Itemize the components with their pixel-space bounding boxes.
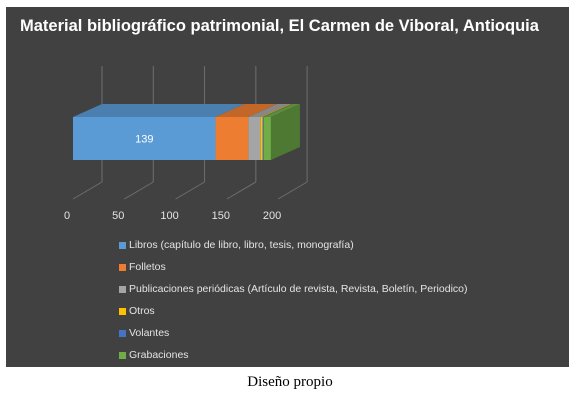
chart-title: Material bibliográfico patrimonial, El C… (20, 17, 539, 35)
bar-segment-top (73, 104, 245, 117)
floor-gridline (226, 181, 257, 200)
bar-segment-top (215, 104, 278, 117)
bar-segment-top (262, 104, 293, 117)
legend-swatch (119, 351, 126, 359)
legend-item: Otros (119, 300, 468, 322)
floor-gridline (124, 181, 154, 200)
bar-segment-top (263, 104, 300, 117)
legend-label: Folletos (129, 261, 166, 273)
legend-label: Otros (129, 305, 155, 317)
bar-segment (260, 117, 263, 160)
legend-item: Volantes (119, 322, 468, 344)
legend-item: Libros (capítulo de libro, libro, tesis,… (119, 234, 468, 256)
legend-label: Libros (capítulo de libro, libro, tesis,… (129, 239, 354, 251)
bar-segment (262, 117, 264, 160)
data-label: 139 (135, 134, 153, 146)
legend-item: Grabaciones (119, 344, 468, 366)
legend-swatch (119, 307, 126, 315)
x-tick-label: 150 (212, 210, 230, 222)
chart-panel: 0 50 100 150 200 139 Material bibliográfico p… (6, 7, 569, 367)
bar-segment-top (260, 104, 292, 117)
legend-label: Grabaciones (129, 349, 189, 361)
bar-segment (248, 117, 261, 160)
x-tick-label: 0 (64, 210, 70, 222)
bar-segment (263, 117, 271, 160)
bar-segment (215, 117, 249, 160)
x-tick-label: 50 (112, 210, 124, 222)
chart-plot: 0 50 100 150 200 139 (64, 66, 308, 222)
legend-item: Publicaciones periódicas (Artículo de re… (119, 278, 468, 300)
chart-legend: Libros (capítulo de libro, libro, tesis,… (119, 234, 468, 366)
legend-swatch (119, 263, 126, 271)
legend-swatch (119, 285, 126, 293)
floor-gridline (72, 181, 103, 200)
floor-gridline (277, 181, 308, 200)
floor-gridline (175, 181, 205, 200)
figure-caption: Diseño propio (247, 374, 333, 390)
legend-label: Volantes (129, 327, 170, 339)
bar-segment-top (248, 104, 290, 117)
bar-segment-side (270, 104, 300, 160)
legend-swatch (119, 241, 126, 249)
legend-swatch (119, 329, 126, 337)
bar-segment (73, 117, 216, 160)
x-tick-label: 100 (160, 210, 178, 222)
legend-label: Publicaciones periódicas (Artículo de re… (129, 283, 468, 295)
x-tick-label: 200 (263, 210, 281, 222)
legend-item: Folletos (119, 256, 468, 278)
